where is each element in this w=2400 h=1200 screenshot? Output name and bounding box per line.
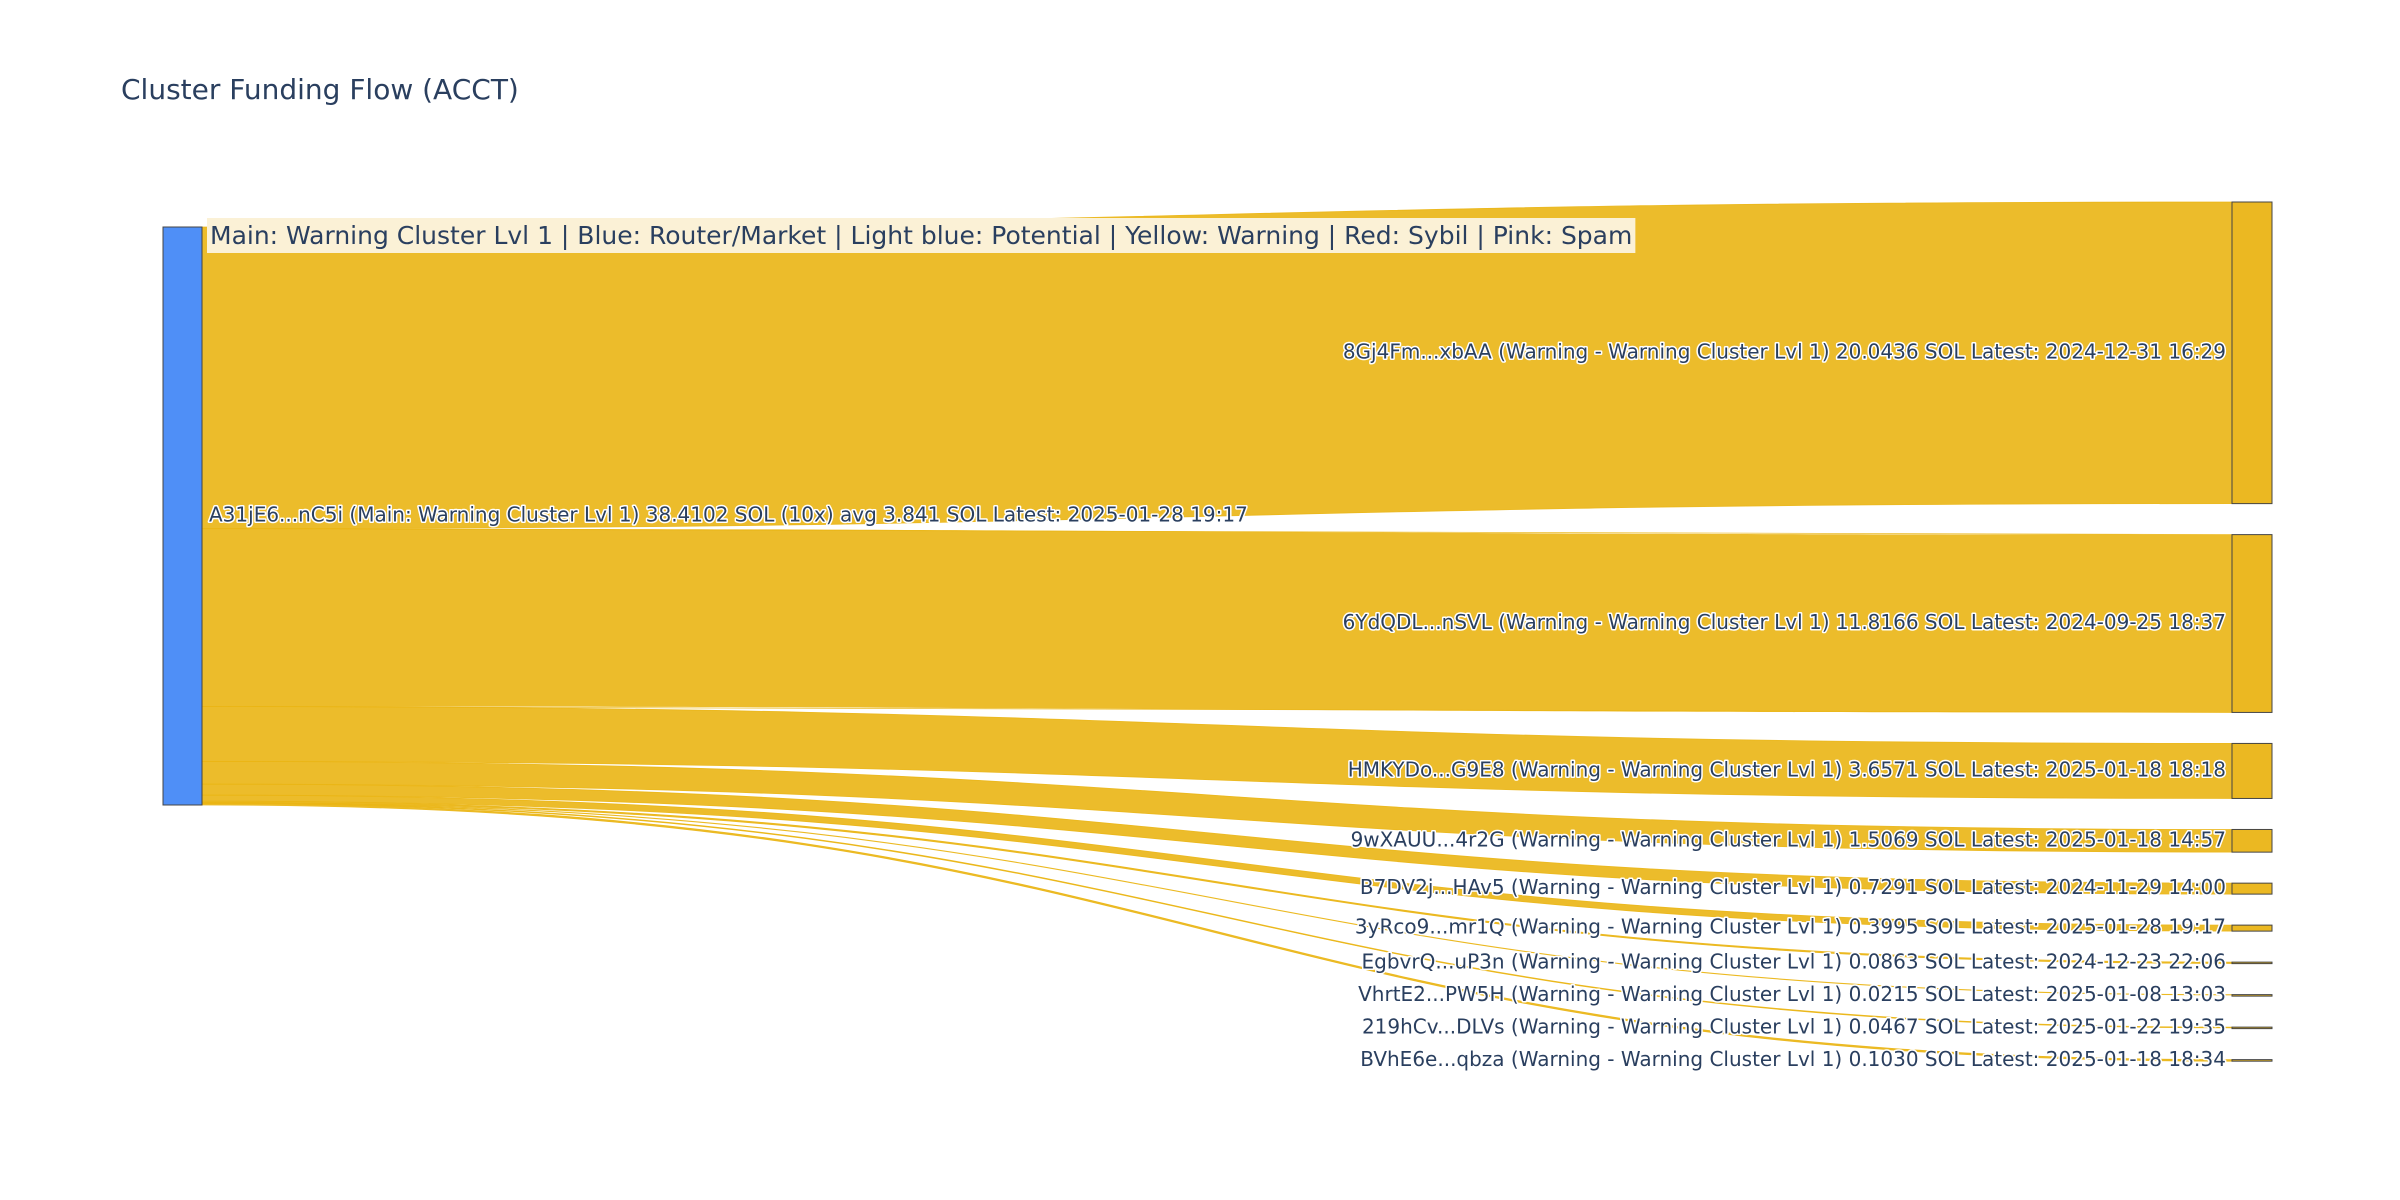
node-label: 9wXAUU...4r2G (Warning - Warning Cluster… bbox=[1351, 827, 2226, 851]
annotation-box bbox=[207, 218, 1636, 253]
node-label: VhrtE2...PW5H (Warning - Warning Cluster… bbox=[1358, 982, 2226, 1006]
node bbox=[2231, 742, 2273, 799]
links bbox=[201, 201, 2233, 1062]
node-label: EgbvrQ...uP3n (Warning - Warning Cluster… bbox=[1362, 949, 2226, 973]
node-label: 219hCv...DLVs (Warning - Warning Cluster… bbox=[1362, 1014, 2226, 1038]
chart-title: Cluster Funding Flow (ACCT) bbox=[121, 73, 519, 106]
node bbox=[2231, 534, 2273, 713]
node-label: 8Gj4Fm...xbAA (Warning - Warning Cluster… bbox=[1343, 339, 2226, 363]
node bbox=[2231, 961, 2273, 965]
node-label: 3yRco9...mr1Q (Warning - Warning Cluster… bbox=[1355, 915, 2226, 939]
node bbox=[2231, 1059, 2273, 1062]
annotation: Main: Warning Cluster Lvl 1 | Blue: Rout… bbox=[210, 221, 1632, 250]
nodes: A31jE6...nC5i (Main: Warning Cluster Lvl… bbox=[162, 201, 2273, 1072]
node-label: A31jE6...nC5i (Main: Warning Cluster Lvl… bbox=[209, 503, 1248, 527]
node bbox=[2231, 828, 2273, 853]
node-label: B7DV2j...HAv5 (Warning - Warning Cluster… bbox=[1360, 875, 2226, 899]
node bbox=[2231, 1026, 2273, 1030]
node bbox=[162, 226, 203, 806]
node-label: BVhE6e...qbza (Warning - Warning Cluster… bbox=[1360, 1047, 2226, 1071]
node bbox=[2231, 994, 2273, 997]
node bbox=[2231, 201, 2273, 505]
node-label: 6YdQDL...nSVL (Warning - Warning Cluster… bbox=[1343, 610, 2226, 634]
node bbox=[2231, 924, 2273, 932]
node-label: HMKYDo...G9E8 (Warning - Warning Cluster… bbox=[1348, 757, 2226, 781]
node bbox=[2231, 882, 2273, 895]
